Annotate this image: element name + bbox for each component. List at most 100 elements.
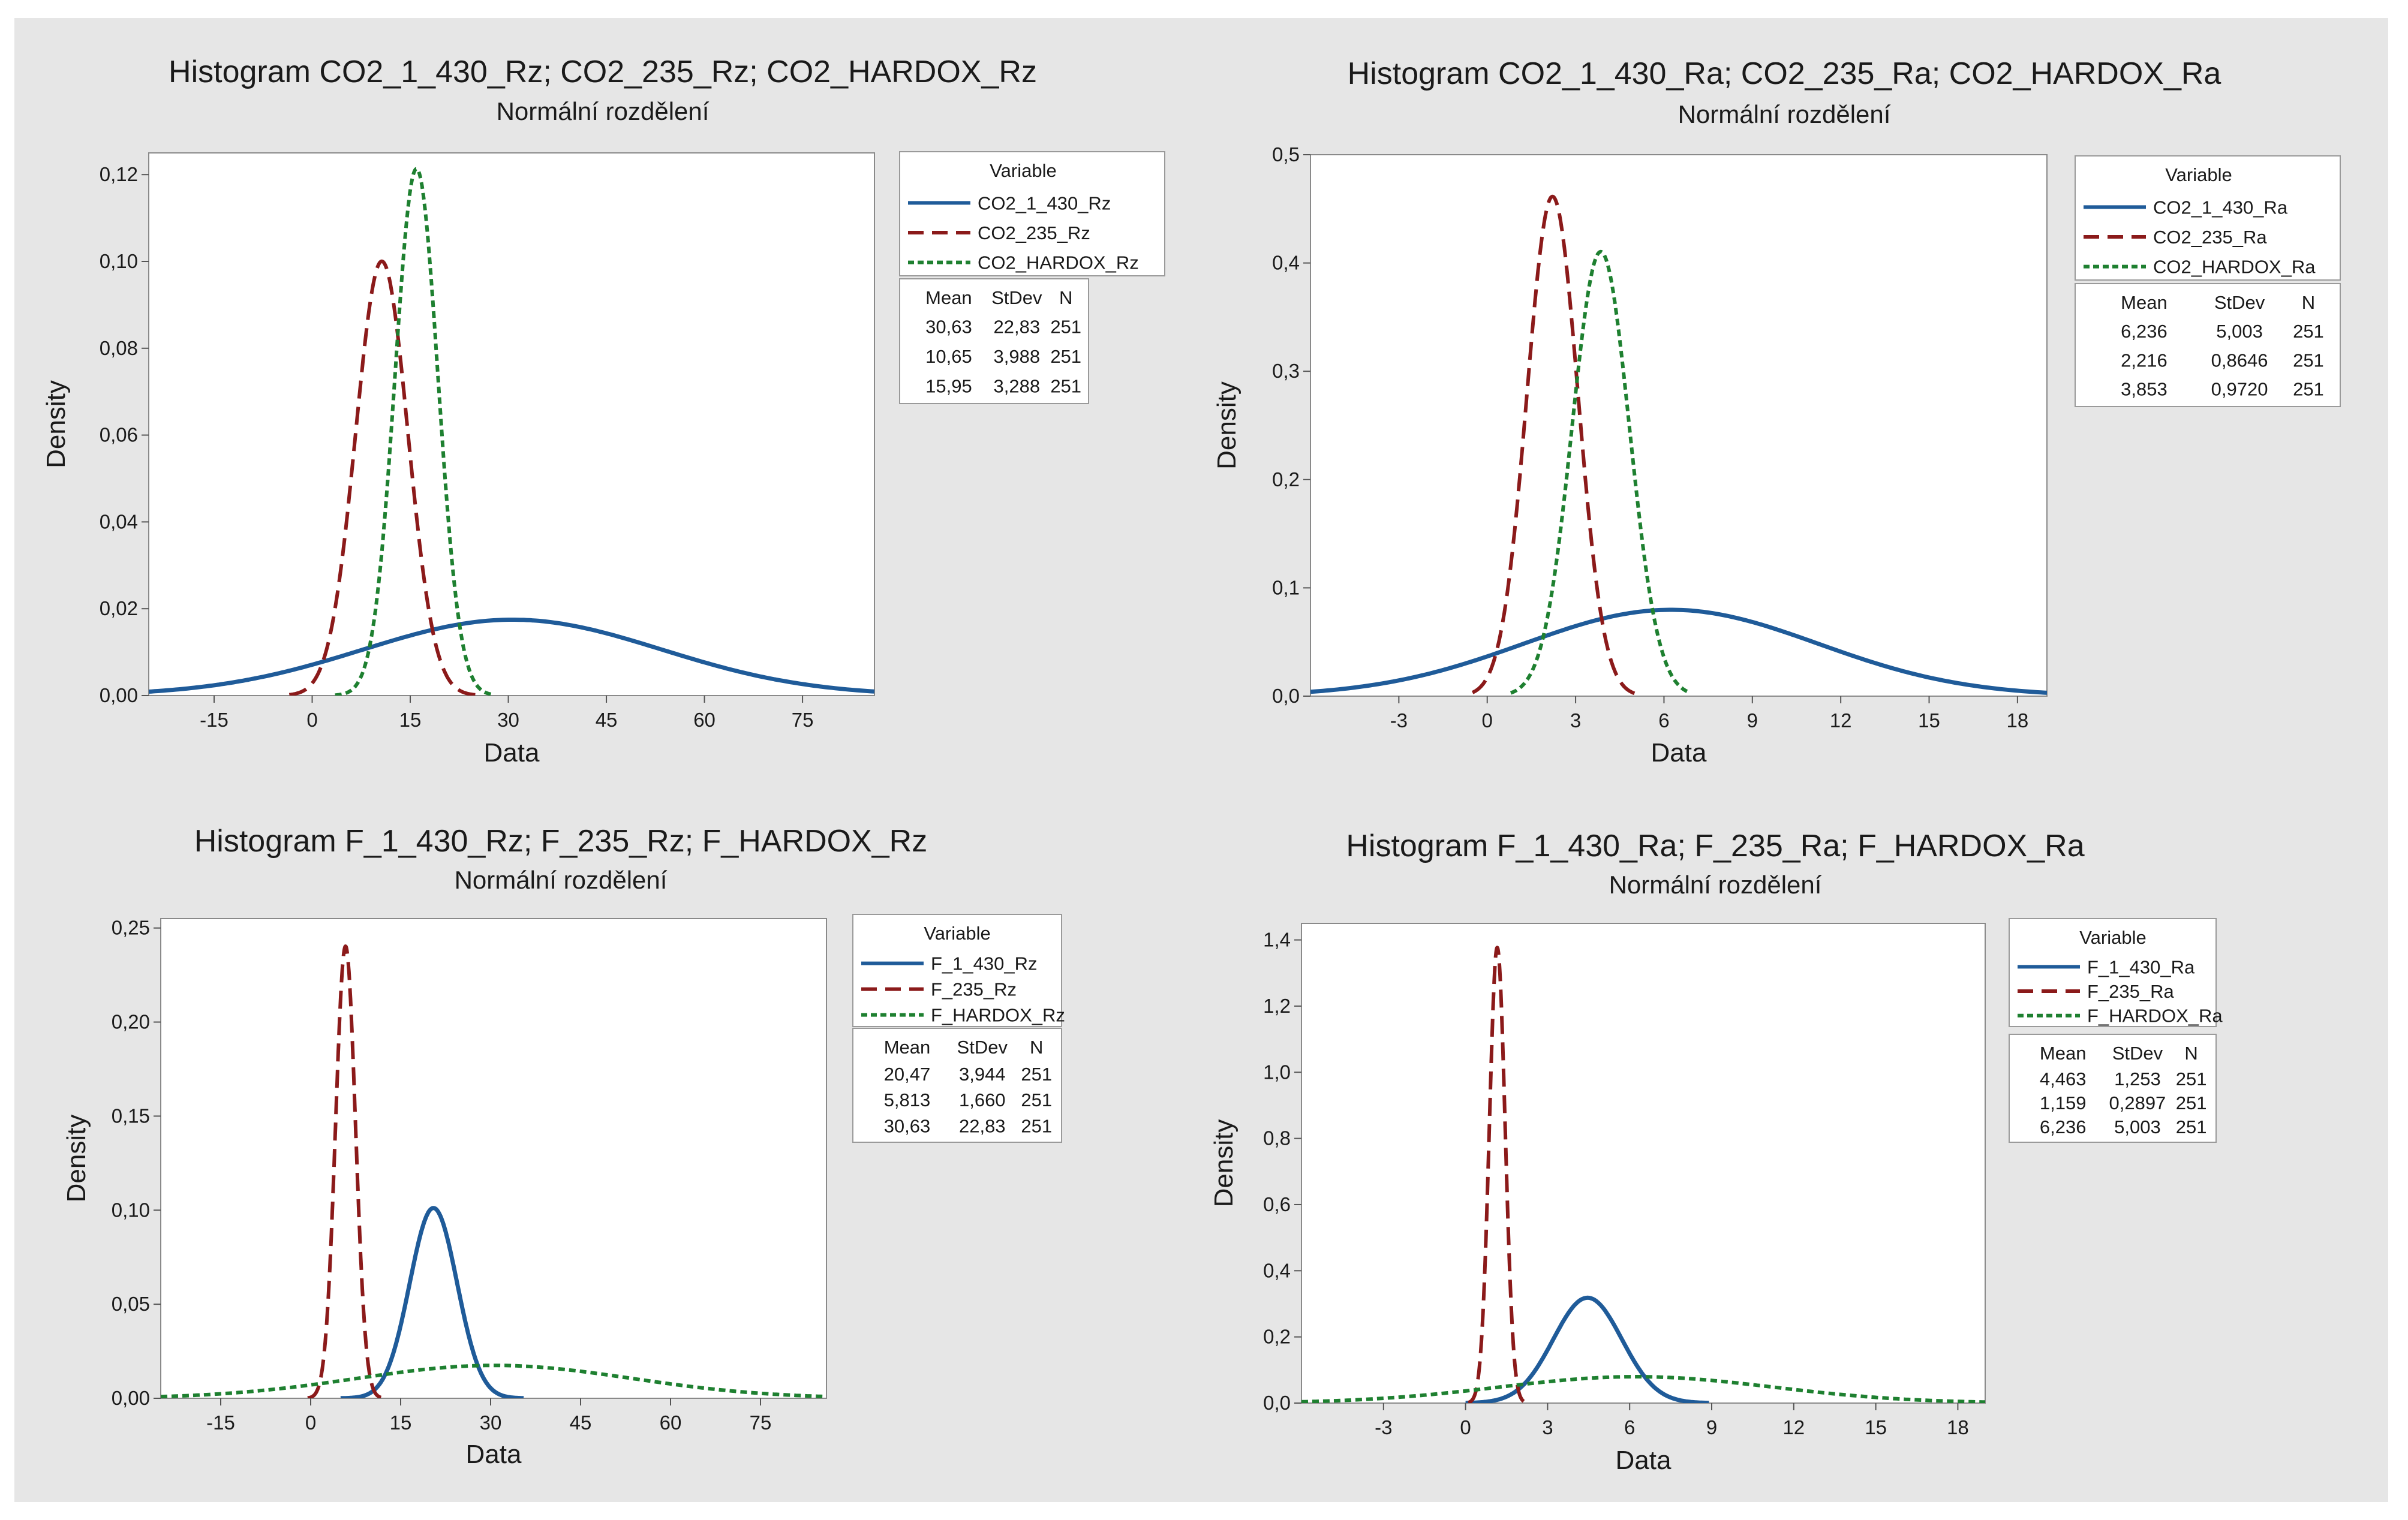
chart-title: Histogram F_1_430_Rz; F_235_Rz; F_HARDOX… bbox=[194, 824, 927, 859]
legend-label: F_1_430_Rz bbox=[931, 953, 1038, 974]
stats-value: 3,288 bbox=[994, 375, 1041, 396]
x-tick-label: 15 bbox=[1918, 709, 1940, 732]
x-tick-label: 30 bbox=[497, 709, 519, 731]
y-tick-label: 0,4 bbox=[1272, 252, 1300, 274]
y-tick-label: 0,02 bbox=[100, 597, 138, 619]
stats-value: 2,216 bbox=[2121, 350, 2167, 371]
chart-3: Histogram F_1_430_Rz; F_235_Rz; F_HARDOX… bbox=[62, 824, 1065, 1469]
stats-box bbox=[2075, 283, 2341, 407]
x-tick-label: 6 bbox=[1624, 1416, 1635, 1438]
stats-value: 22,83 bbox=[959, 1116, 1006, 1137]
series-line-f-235-ra bbox=[1466, 946, 1528, 1403]
y-tick-label: 0,15 bbox=[112, 1104, 150, 1127]
x-axis-label: Data bbox=[466, 1440, 522, 1469]
stats-header: StDev bbox=[2214, 292, 2265, 313]
stats-value: 5,003 bbox=[2216, 321, 2263, 342]
x-tick-label: 15 bbox=[399, 709, 422, 731]
y-tick-label: 1,2 bbox=[1263, 995, 1291, 1017]
x-tick-label: 15 bbox=[1865, 1416, 1887, 1438]
x-tick-label: 9 bbox=[1706, 1416, 1717, 1438]
stats-value: 22,83 bbox=[994, 317, 1041, 338]
legend-label: CO2_1_430_Rz bbox=[978, 192, 1111, 213]
legend-box bbox=[852, 914, 1062, 1027]
stats-value: 251 bbox=[2293, 379, 2324, 400]
legend-title: Variable bbox=[2165, 164, 2232, 185]
x-tick-label: -15 bbox=[200, 709, 229, 731]
x-tick-label: 0 bbox=[1460, 1416, 1471, 1438]
x-tick-label: 60 bbox=[660, 1411, 682, 1434]
legend-label: CO2_235_Rz bbox=[978, 222, 1090, 243]
plot-area bbox=[1310, 154, 2048, 697]
series-line-co2-235-rz bbox=[288, 259, 477, 696]
legend-box bbox=[2075, 155, 2341, 281]
x-axis-label: Data bbox=[484, 738, 540, 767]
stats-value: 251 bbox=[2293, 350, 2324, 371]
y-axis-label: Density bbox=[1209, 1119, 1238, 1208]
series-line-f-1-430-rz bbox=[339, 1206, 525, 1398]
y-tick-label: 0,8 bbox=[1263, 1127, 1291, 1149]
legend-box bbox=[899, 151, 1165, 276]
chart-title: Histogram CO2_1_430_Ra; CO2_235_Ra; CO2_… bbox=[1348, 56, 2221, 91]
stats-header: StDev bbox=[957, 1037, 1008, 1058]
chart-title: Histogram CO2_1_430_Rz; CO2_235_Rz; CO2_… bbox=[169, 55, 1037, 89]
x-tick-label: 15 bbox=[390, 1411, 412, 1434]
stats-value: 0,8646 bbox=[2211, 350, 2268, 371]
x-tick-label: 30 bbox=[480, 1411, 502, 1434]
x-tick-label: -3 bbox=[1390, 709, 1408, 732]
y-axis-label: Density bbox=[1212, 381, 1241, 469]
legend-label: CO2_235_Ra bbox=[2153, 227, 2267, 248]
chart-subtitle: Normální rozdělení bbox=[1678, 100, 1891, 128]
y-tick-label: 0,5 bbox=[1272, 143, 1300, 165]
stats-value: 4,463 bbox=[2040, 1068, 2087, 1089]
x-axis-label: Data bbox=[1616, 1446, 1672, 1475]
x-tick-label: 3 bbox=[1570, 709, 1581, 732]
y-tick-label: 1,4 bbox=[1263, 929, 1291, 951]
y-tick-label: 0,2 bbox=[1263, 1326, 1291, 1348]
chart-1: Histogram CO2_1_430_Rz; CO2_235_Rz; CO2_… bbox=[41, 55, 1165, 767]
chart-2: Histogram CO2_1_430_Ra; CO2_235_Ra; CO2_… bbox=[1212, 56, 2341, 767]
chart-subtitle: Normální rozdělení bbox=[455, 866, 668, 894]
stats-value: 251 bbox=[2176, 1068, 2207, 1089]
y-axis-label: Density bbox=[62, 1115, 91, 1203]
y-tick-label: 0,25 bbox=[112, 917, 150, 939]
x-tick-label: 45 bbox=[570, 1411, 592, 1434]
y-tick-label: 0,10 bbox=[100, 250, 138, 272]
stats-value: 251 bbox=[1050, 375, 1081, 396]
x-tick-label: 60 bbox=[693, 709, 716, 731]
legend-label: CO2_HARDOX_Rz bbox=[978, 252, 1139, 273]
y-tick-label: 0,00 bbox=[100, 684, 138, 706]
series-line-co2-hardox-ra bbox=[1510, 249, 1692, 695]
y-tick-label: 0,2 bbox=[1272, 468, 1300, 490]
stats-value: 251 bbox=[2176, 1092, 2207, 1113]
stats-header: N bbox=[1059, 287, 1072, 308]
legend-label: CO2_1_430_Ra bbox=[2153, 197, 2288, 218]
stats-box bbox=[852, 1028, 1062, 1143]
x-tick-label: 0 bbox=[1482, 709, 1493, 732]
stats-value: 5,003 bbox=[2114, 1116, 2161, 1137]
plot-area bbox=[1301, 923, 1986, 1404]
series-line-f-hardox-rz bbox=[161, 1364, 826, 1398]
plot-area bbox=[148, 152, 875, 696]
y-tick-label: 0,20 bbox=[112, 1011, 150, 1033]
y-tick-label: 0,10 bbox=[112, 1199, 150, 1221]
stats-value: 251 bbox=[1050, 346, 1081, 367]
x-tick-label: 6 bbox=[1658, 709, 1669, 732]
y-tick-label: 0,00 bbox=[112, 1387, 150, 1409]
stats-value: 1,159 bbox=[2040, 1092, 2087, 1113]
stats-value: 3,853 bbox=[2121, 379, 2167, 400]
legend-label: F_HARDOX_Rz bbox=[931, 1005, 1065, 1026]
chart-4: Histogram F_1_430_Ra; F_235_Ra; F_HARDOX… bbox=[1209, 829, 2223, 1475]
y-tick-label: 0,05 bbox=[112, 1293, 150, 1315]
legend-label: CO2_HARDOX_Ra bbox=[2153, 257, 2316, 278]
x-tick-label: 0 bbox=[306, 709, 317, 731]
y-tick-label: 0,06 bbox=[100, 424, 138, 446]
y-tick-label: 0,08 bbox=[100, 337, 138, 359]
x-axis-label: Data bbox=[1651, 738, 1707, 767]
stats-value: 251 bbox=[1021, 1089, 1052, 1110]
legend-label: F_1_430_Ra bbox=[2087, 956, 2195, 977]
y-tick-label: 0,0 bbox=[1263, 1392, 1291, 1414]
stats-header: N bbox=[1030, 1037, 1043, 1058]
stats-value: 30,63 bbox=[884, 1116, 931, 1137]
chart-subtitle: Normální rozdělení bbox=[497, 97, 710, 125]
